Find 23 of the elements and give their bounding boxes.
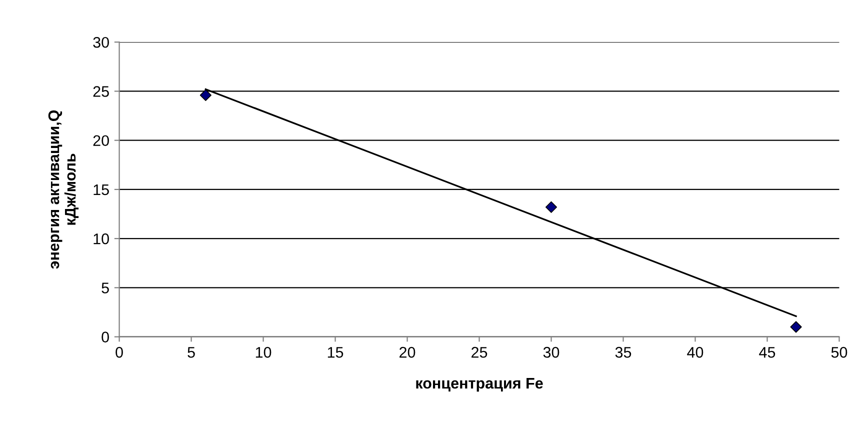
x-tick-label: 0 (116, 346, 123, 358)
x-tick-label: 15 (328, 347, 344, 358)
x-tick-label: 5 (188, 347, 195, 358)
x-axis-title: концентрация Fe (416, 378, 543, 392)
y-tick-label: 5 (102, 282, 109, 294)
point (790, 321, 802, 333)
y-tick-label: 10 (94, 233, 109, 244)
y-tick-label: 0 (102, 332, 109, 342)
y-axis-title: энергия активации,Q кДж/моль (48, 110, 79, 269)
point (545, 201, 558, 213)
y-tick-label: 15 (94, 184, 109, 196)
x-tick-label: 40 (687, 346, 704, 358)
x-tick-label: 30 (543, 346, 560, 358)
point (200, 89, 212, 101)
y-tick-label: 25 (93, 86, 109, 97)
x-tick-label: 25 (472, 346, 488, 358)
y-tick-label: 20 (93, 135, 109, 146)
y-tick-label: 30 (93, 36, 109, 48)
x-tick-label: 45 (759, 347, 776, 358)
x-tick-label: 10 (256, 346, 272, 358)
x-tick-label: 20 (400, 346, 416, 358)
x-tick-label: 35 (615, 346, 632, 358)
x-tick-label: 50 (831, 346, 848, 358)
